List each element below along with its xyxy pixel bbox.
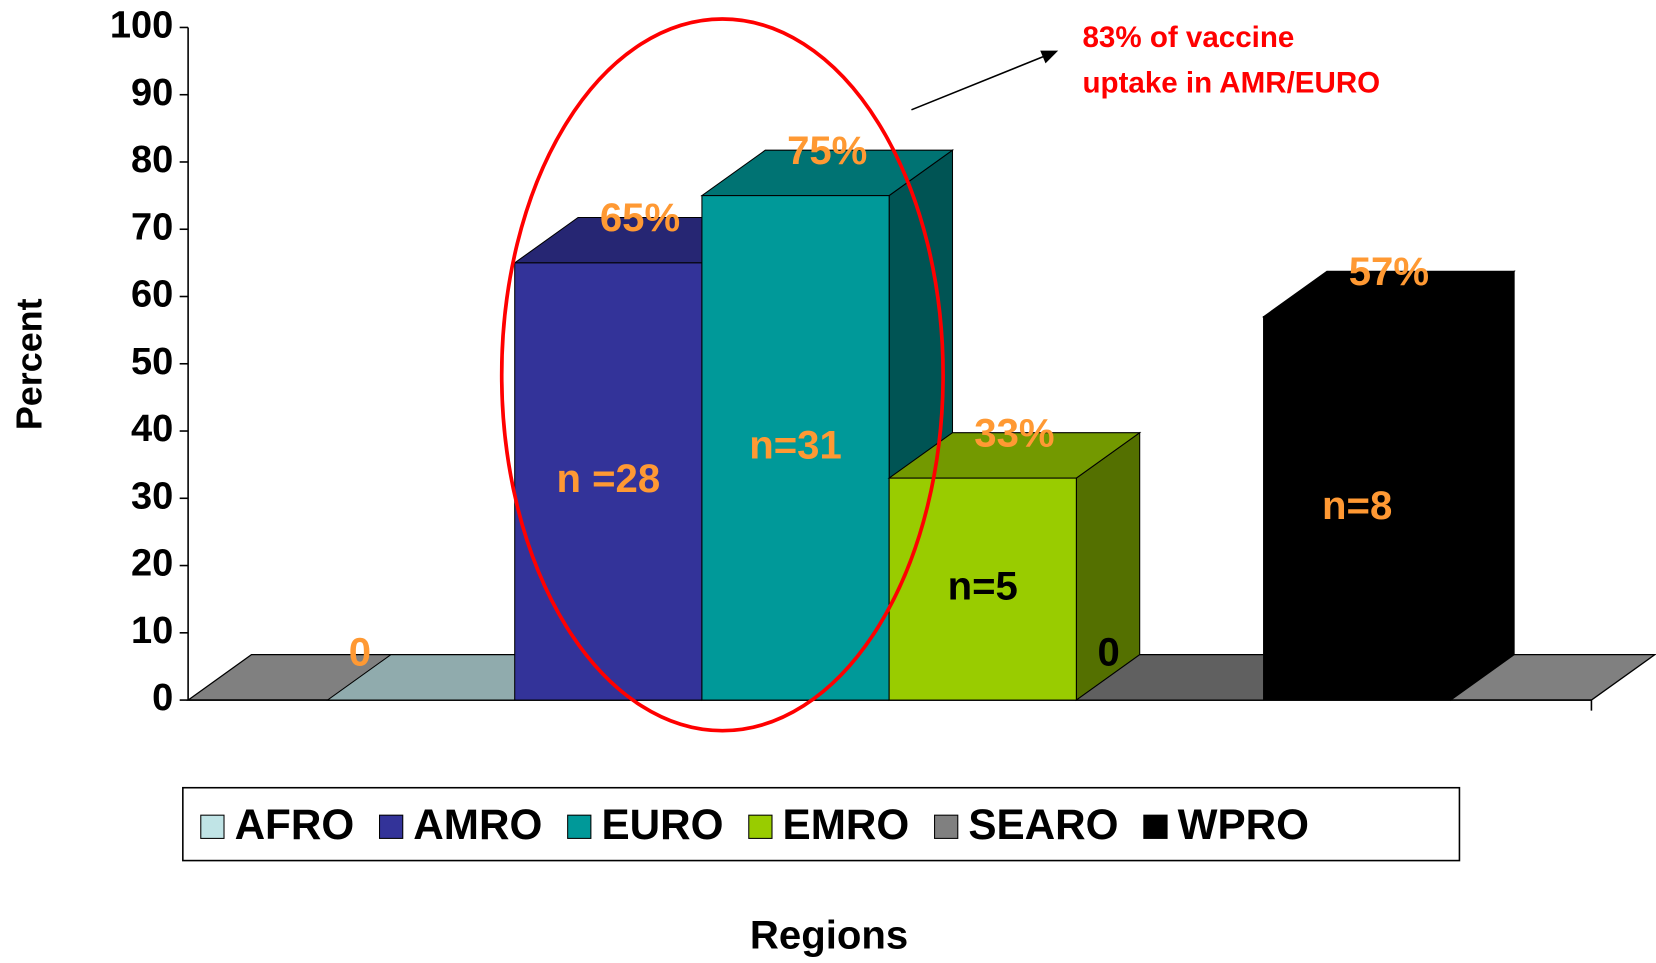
bar (700, 149, 955, 702)
y-axis-label: Percent (9, 298, 49, 430)
legend-swatch (378, 814, 404, 839)
value-label: 33% (974, 410, 1054, 455)
legend-swatch (200, 814, 225, 839)
bar-front (1263, 316, 1452, 701)
legend-label: WPRO (1178, 801, 1309, 848)
y-tick-label: 80 (131, 139, 173, 181)
y-tick-label: 50 (131, 341, 173, 383)
y-tick-label: 10 (131, 610, 173, 652)
y-tick-label: 20 (131, 543, 173, 585)
x-axis-label: Regions (750, 912, 908, 957)
n-label: n=31 (749, 422, 842, 467)
bar-front (888, 477, 1077, 701)
y-tick-label: 30 (131, 475, 173, 517)
arrow-head (1040, 50, 1059, 64)
legend-swatch (748, 814, 773, 839)
bar (887, 431, 1142, 702)
value-label: 0 (1098, 629, 1120, 674)
legend-swatch (1143, 814, 1168, 839)
bar-side (1450, 270, 1515, 702)
highlight-ellipse (499, 17, 945, 733)
bar (1261, 270, 1516, 702)
legend-swatch (567, 814, 592, 839)
annotation: 83% of vaccine (1082, 21, 1294, 54)
legend-label: AFRO (235, 801, 355, 848)
value-label: 57% (1349, 249, 1429, 294)
n-label: n=5 (948, 564, 1018, 609)
legend-label: EURO (601, 801, 723, 848)
legend-label: AMRO (413, 801, 542, 848)
annotation: uptake in AMR/EURO (1082, 66, 1380, 99)
n-label: n=8 (1322, 483, 1392, 528)
annotation-arrow (911, 54, 1048, 111)
legend-label: EMRO (783, 801, 910, 848)
legend-swatch (934, 814, 959, 839)
n-label: n =28 (556, 456, 660, 501)
bar-front (514, 262, 703, 701)
y-tick-label: 40 (131, 408, 173, 450)
value-label: 0 (349, 629, 371, 674)
bar-front (701, 195, 890, 701)
y-tick-label: 100 (110, 5, 173, 47)
y-tick-label: 90 (131, 72, 173, 114)
y-tick-label: 60 (131, 274, 173, 316)
value-label: 65% (600, 195, 680, 240)
y-tick-label: 70 (131, 206, 173, 248)
legend-label: SEARO (968, 801, 1118, 848)
y-tick-label: 0 (152, 677, 173, 719)
value-label: 75% (787, 128, 867, 173)
